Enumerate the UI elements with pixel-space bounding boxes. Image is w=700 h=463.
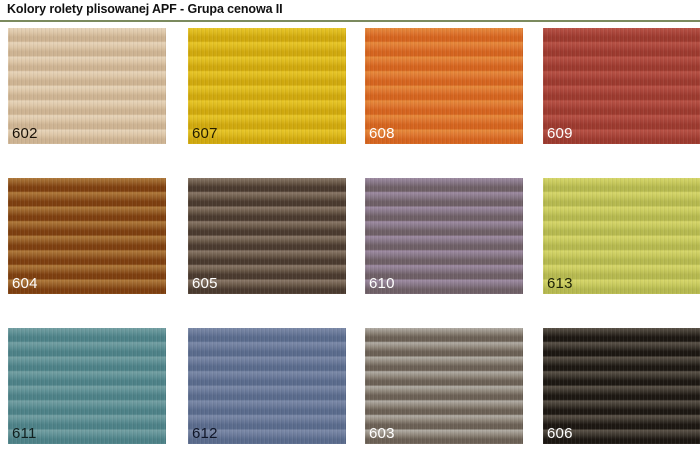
header-divider: [0, 20, 700, 22]
swatch-code-label: 613: [547, 275, 573, 292]
swatch-code-label: 612: [192, 425, 218, 442]
swatch-fabric-603: [365, 328, 523, 444]
color-swatch-607[interactable]: 607: [188, 28, 346, 144]
color-swatch-610[interactable]: 610: [365, 178, 523, 294]
swatch-fabric-611: [8, 328, 166, 444]
color-swatch-611[interactable]: 611: [8, 328, 166, 444]
color-swatch-612[interactable]: 612: [188, 328, 346, 444]
color-swatch-604[interactable]: 604: [8, 178, 166, 294]
swatch-code-label: 605: [192, 275, 218, 292]
page-title: Kolory rolety plisowanej APF - Grupa cen…: [7, 2, 283, 16]
swatch-code-label: 609: [547, 125, 573, 142]
swatch-code-label: 602: [12, 125, 38, 142]
swatch-fabric-613: [543, 178, 700, 294]
swatch-fabric-608: [365, 28, 523, 144]
swatch-fabric-609: [543, 28, 700, 144]
color-swatch-602[interactable]: 602: [8, 28, 166, 144]
color-swatch-608[interactable]: 608: [365, 28, 523, 144]
color-swatch-606[interactable]: 606: [543, 328, 700, 444]
swatch-fabric-605: [188, 178, 346, 294]
page-header: Kolory rolety plisowanej APF - Grupa cen…: [0, 0, 700, 22]
swatch-fabric-604: [8, 178, 166, 294]
color-swatch-613[interactable]: 613: [543, 178, 700, 294]
color-swatch-603[interactable]: 603: [365, 328, 523, 444]
swatch-code-label: 603: [369, 425, 395, 442]
swatch-code-label: 607: [192, 125, 218, 142]
swatch-fabric-610: [365, 178, 523, 294]
swatch-code-label: 610: [369, 275, 395, 292]
swatch-fabric-612: [188, 328, 346, 444]
swatch-fabric-607: [188, 28, 346, 144]
color-swatch-609[interactable]: 609: [543, 28, 700, 144]
swatch-code-label: 604: [12, 275, 38, 292]
swatch-code-label: 606: [547, 425, 573, 442]
color-swatch-605[interactable]: 605: [188, 178, 346, 294]
swatch-code-label: 611: [12, 425, 37, 442]
swatch-fabric-606: [543, 328, 700, 444]
swatch-code-label: 608: [369, 125, 395, 142]
swatch-grid: 602 607 608 609 604 605 610 613 611 612 603 606: [0, 22, 700, 463]
swatch-fabric-602: [8, 28, 166, 144]
